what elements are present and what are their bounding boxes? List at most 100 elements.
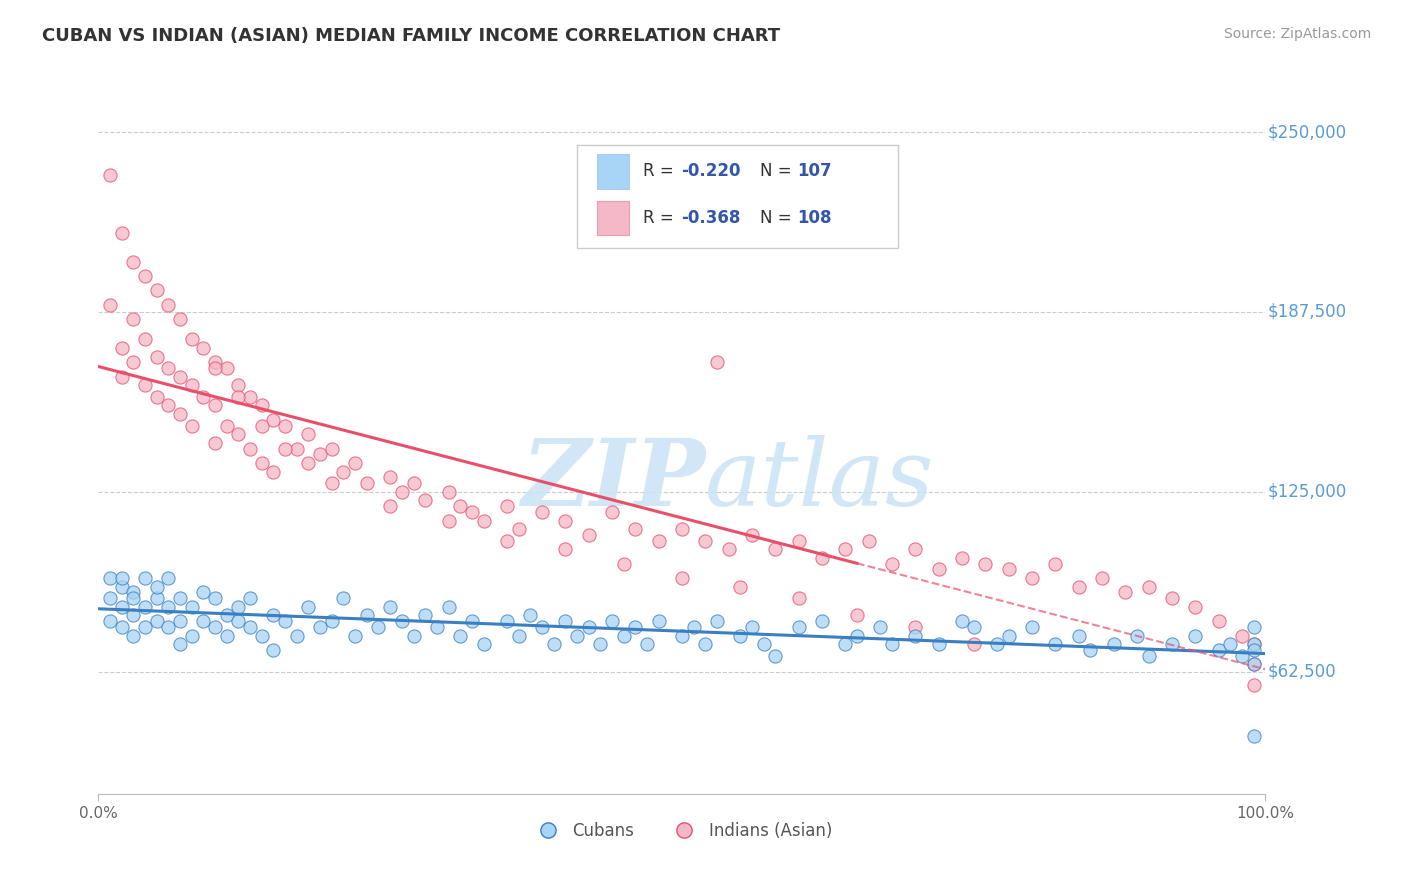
Point [962,637,984,651]
Point [134,620,156,634]
Point [250,418,273,433]
Point [157,620,180,634]
Point [204,620,226,634]
Point [554,542,576,557]
Point [613,557,636,571]
Point [437,484,460,499]
Point [578,620,600,634]
Point [647,614,669,628]
Point [274,418,297,433]
Point [98,591,121,606]
Point [1243,677,1265,691]
Point [111,341,134,355]
Text: R =: R = [644,209,679,227]
Point [624,522,647,536]
Point [554,514,576,528]
Point [297,427,319,442]
Point [122,355,145,369]
Point [169,369,191,384]
Bar [596,154,630,188]
Point [262,465,284,479]
Point [647,533,669,548]
Point [695,637,717,651]
Point [111,369,134,384]
Point [600,614,623,628]
Point [169,312,191,326]
Point [215,361,238,376]
Point [285,629,308,643]
Point [671,629,693,643]
Point [180,332,202,346]
Point [671,571,693,585]
Point [950,614,973,628]
Point [565,629,588,643]
Point [239,390,262,404]
Point [228,427,250,442]
Point [1114,585,1136,599]
Point [1219,637,1241,651]
Point [239,591,262,606]
Point [426,620,449,634]
Point [157,571,180,585]
Point [193,614,215,628]
Point [752,637,775,651]
Point [437,514,460,528]
Point [122,608,145,623]
Point [1243,657,1265,672]
Point [111,620,134,634]
Point [811,550,834,565]
Point [262,413,284,427]
Point [671,522,693,536]
Point [134,599,156,614]
Point [706,614,728,628]
Text: R =: R = [644,162,679,180]
Point [122,591,145,606]
Point [402,629,425,643]
Point [904,542,927,557]
Point [624,620,647,634]
Point [111,226,134,240]
Point [321,442,343,456]
Point [250,399,273,413]
Point [880,557,903,571]
Point [519,608,541,623]
Point [204,355,226,369]
Point [508,629,530,643]
Point [1091,571,1114,585]
Point [962,620,984,634]
Point [169,614,191,628]
Text: $125,000: $125,000 [1268,483,1347,500]
Point [1243,637,1265,651]
Point [613,629,636,643]
Point [146,350,169,364]
Point [706,355,728,369]
Point [228,378,250,392]
Point [530,620,553,634]
Point [496,533,519,548]
Point [321,476,343,491]
Point [146,614,169,628]
Point [1208,643,1230,657]
Text: N =: N = [761,162,797,180]
Text: CUBAN VS INDIAN (ASIAN) MEDIAN FAMILY INCOME CORRELATION CHART: CUBAN VS INDIAN (ASIAN) MEDIAN FAMILY IN… [42,27,780,45]
Text: -0.220: -0.220 [681,162,740,180]
Point [228,599,250,614]
Point [157,298,180,312]
Text: 108: 108 [797,209,832,227]
Point [741,528,763,542]
Point [600,505,623,519]
Point [356,476,378,491]
Point [215,608,238,623]
Point [1102,637,1125,651]
Point [741,620,763,634]
Point [297,456,319,470]
Point [1067,629,1090,643]
Point [530,505,553,519]
Point [449,499,471,513]
Point [846,608,869,623]
Point [811,614,834,628]
Point [98,614,121,628]
Text: $187,500: $187,500 [1268,303,1347,321]
Point [193,585,215,599]
Point [1161,591,1184,606]
